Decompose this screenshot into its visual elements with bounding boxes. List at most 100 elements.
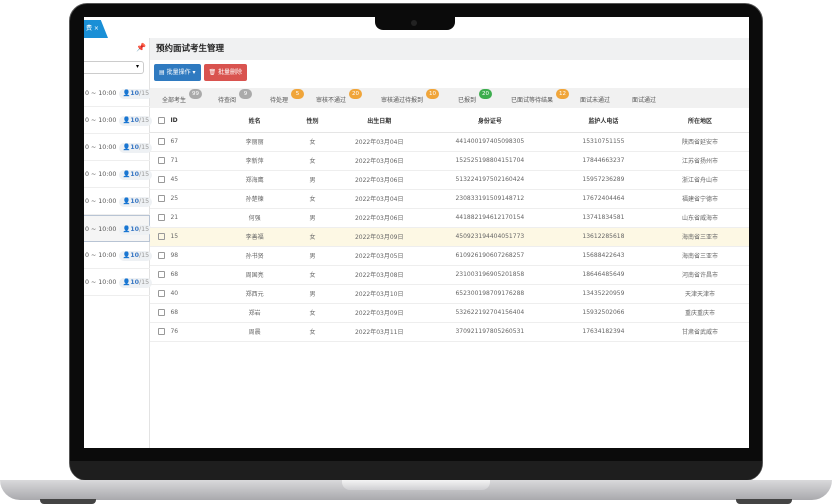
slot-item[interactable]: 0 ~ 10:00 👤10/15 xyxy=(84,242,153,269)
slot-item[interactable]: 0 ~ 10:00 👤10/15 xyxy=(84,80,153,107)
batch-delete-label: 批量删除 xyxy=(218,69,243,76)
tab-0[interactable]: 全部考生 99 xyxy=(162,89,202,104)
table-cell: 甘肃省武威市 xyxy=(650,322,749,342)
booked-count: 10 xyxy=(130,117,140,124)
tab-8[interactable]: 面试通过 xyxy=(632,95,656,104)
table-row[interactable]: 40 郑西元男 2022年03月10日 652300198709176288 13435… xyxy=(150,284,749,304)
column-header[interactable]: 姓名 xyxy=(218,109,291,133)
count-badge: 20 xyxy=(479,89,492,99)
slot-item[interactable]: 0 ~ 10:00 👤10/15 xyxy=(84,215,153,242)
slot-item[interactable]: 0 ~ 10:00 👤10/15 xyxy=(84,188,153,215)
laptop-chin xyxy=(70,461,762,480)
table-cell: 李新萍 xyxy=(218,151,291,171)
table-row[interactable]: 71 李新萍女 2022年03月06日 152525198804151704 17844… xyxy=(150,151,749,171)
tab-3[interactable]: 审核不通过 20 xyxy=(316,89,362,104)
slot-item[interactable]: 0 ~ 10:00 👤10/15 xyxy=(84,269,153,296)
total-count: /15 xyxy=(139,198,150,205)
slot-item[interactable]: 0 ~ 10:00 👤10/15 xyxy=(84,134,153,161)
table-cell: 孙书贤 xyxy=(218,246,291,266)
select-all-checkbox[interactable] xyxy=(158,116,165,124)
table-cell: 2022年03月08日 xyxy=(334,265,424,285)
table-cell: 2022年03月06日 xyxy=(334,170,424,190)
tab-label: 待处理 xyxy=(270,97,289,104)
table-row[interactable]: 68 郑岩女 2022年03月09日 532622192704156404 159325… xyxy=(150,303,749,323)
row-checkbox[interactable] xyxy=(158,290,165,297)
count-badge: 10 xyxy=(426,89,439,99)
tab-4[interactable]: 审核通过待报到 10 xyxy=(381,89,439,104)
table-cell: 15310751155 xyxy=(555,132,651,152)
laptop-foot xyxy=(736,499,792,504)
table-cell: 海南省三亚市 xyxy=(650,246,749,266)
count-badge: 20 xyxy=(349,89,362,99)
table-cell: 513224197502160424 xyxy=(423,170,556,190)
tab-6[interactable]: 已面试等待结果 12 xyxy=(511,89,569,104)
tab-5[interactable]: 已报到 20 xyxy=(458,89,492,104)
tab-1[interactable]: 待查阅 9 xyxy=(218,89,252,104)
table-cell: 25 xyxy=(170,189,219,209)
slot-time: 0 ~ 10:00 xyxy=(85,252,117,259)
table-row[interactable]: 25 孙楚楝女 2022年03月04日 230833191509148712 17672… xyxy=(150,189,749,209)
table-row[interactable]: 98 孙书贤男 2022年03月05日 610926190607268257 15688… xyxy=(150,246,749,266)
booked-count: 10 xyxy=(130,279,140,286)
table-cell: 李丽丽 xyxy=(218,132,291,152)
row-checkbox[interactable] xyxy=(158,195,165,202)
user-icon: 👤 xyxy=(122,171,131,178)
table-cell: 2022年03月05日 xyxy=(334,246,424,266)
table-cell: 610926190607268257 xyxy=(423,246,556,266)
table-cell: 女 xyxy=(290,265,335,285)
row-checkbox[interactable] xyxy=(158,157,165,164)
window-tab[interactable]: 费 × xyxy=(84,20,108,38)
table-cell: 370921197805260531 xyxy=(423,322,556,342)
row-checkbox[interactable] xyxy=(158,233,165,240)
table-row[interactable]: 45 郑海鹰男 2022年03月06日 513224197502160424 15957… xyxy=(150,170,749,190)
slot-item[interactable]: 0 ~ 10:00 👤10/15 xyxy=(84,161,153,188)
row-checkbox[interactable] xyxy=(158,214,165,221)
table-cell: 2022年03月09日 xyxy=(334,303,424,323)
table-row[interactable]: 21 何强男 2022年03月06日 441882194612170154 137418… xyxy=(150,208,749,228)
row-checkbox[interactable] xyxy=(158,176,165,183)
main-panel: 预约面试考生管理 ▤ 批量操作 ▾ 🗑 批量删除 全部考生 99 待查阅 9 待处理 5 审… xyxy=(150,38,749,448)
table-cell: 女 xyxy=(290,151,335,171)
table-cell: 山东省威海市 xyxy=(650,208,749,228)
row-checkbox[interactable] xyxy=(158,328,165,335)
slot-time: 0 ~ 10:00 xyxy=(85,198,117,205)
batch-delete-button[interactable]: 🗑 批量删除 xyxy=(203,64,248,81)
user-icon: 👤 xyxy=(122,90,131,97)
pin-icon[interactable]: 📌 xyxy=(136,43,146,52)
row-checkbox[interactable] xyxy=(158,252,165,259)
tab-label: 审核不通过 xyxy=(316,97,347,104)
table-cell: 陕西省延安市 xyxy=(650,132,749,152)
user-icon: 👤 xyxy=(122,117,131,124)
column-header[interactable]: 所在地区 xyxy=(650,109,749,133)
row-select-cell xyxy=(150,303,171,323)
table-cell: 230833191509148712 xyxy=(423,189,556,209)
column-header[interactable]: ID xyxy=(170,109,219,133)
table-cell: 男 xyxy=(290,208,335,228)
row-select-cell xyxy=(150,170,171,190)
row-checkbox[interactable] xyxy=(158,138,165,145)
slot-time: 0 ~ 10:00 xyxy=(85,171,117,178)
table-row[interactable]: 68 周国亮女 2022年03月08日 231003196905201858 18646… xyxy=(150,265,749,285)
row-select-cell xyxy=(150,208,171,228)
table-cell: 2022年03月10日 xyxy=(334,284,424,304)
table-cell: 68 xyxy=(170,265,219,285)
table-row[interactable]: 76 周晨女 2022年03月11日 370921197805260531 176341… xyxy=(150,322,749,342)
column-header[interactable]: 出生日期 xyxy=(334,109,424,133)
tab-2[interactable]: 待处理 5 xyxy=(270,89,304,104)
tab-7[interactable]: 面试未通过 xyxy=(580,95,610,104)
slot-item[interactable]: 0 ~ 10:00 👤10/15 xyxy=(84,107,153,134)
count-badge: 9 xyxy=(239,89,252,99)
column-header[interactable]: 监护人电话 xyxy=(555,109,651,133)
batch-operations-button[interactable]: ▤ 批量操作 ▾ xyxy=(154,64,201,81)
column-header[interactable]: 身份证号 xyxy=(423,109,556,133)
row-checkbox[interactable] xyxy=(158,271,165,278)
slot-select[interactable]: ▾ xyxy=(84,61,144,74)
column-header[interactable]: 性别 xyxy=(290,109,335,133)
table-cell: 男 xyxy=(290,246,335,266)
table-cell: 68 xyxy=(170,303,219,323)
table-row[interactable]: 15 李善福女 2022年03月09日 450923194404051773 13612… xyxy=(150,227,749,247)
row-checkbox[interactable] xyxy=(158,309,165,316)
capacity-badge: 👤10/15 xyxy=(119,251,153,261)
user-icon: 👤 xyxy=(122,144,131,151)
table-row[interactable]: 67 李丽丽女 2022年03月04日 441400197405098305 15310… xyxy=(150,132,749,152)
